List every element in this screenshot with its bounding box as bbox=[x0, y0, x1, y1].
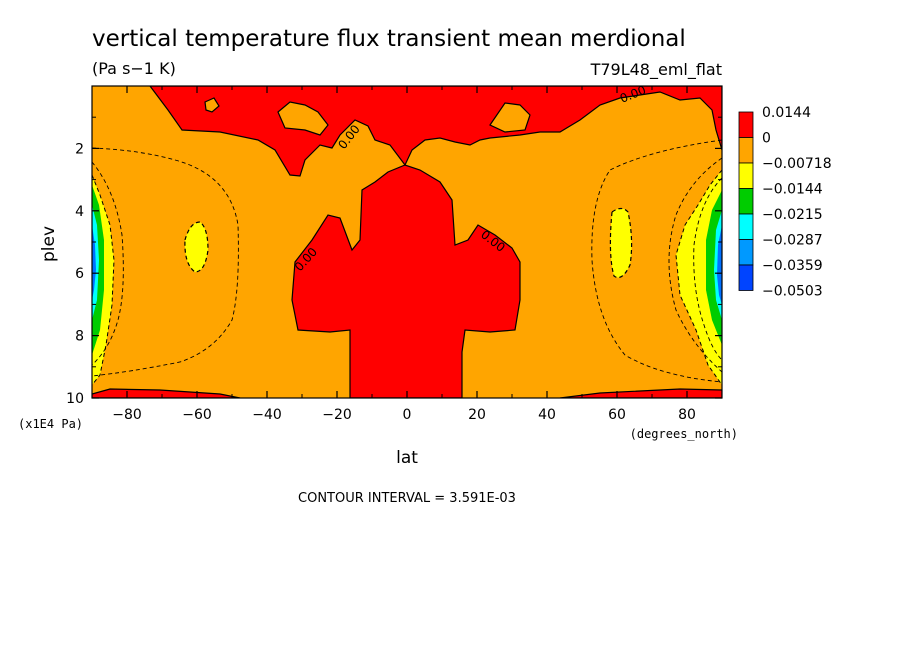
colorbar: 0.0144 0 −0.00718 −0.0144 −0.0215 −0.0287 −0.0… bbox=[738, 105, 832, 300]
x-axis-units: (degrees_north) bbox=[630, 427, 738, 441]
x-tick-label: 40 bbox=[538, 407, 556, 423]
colorbar-swatch bbox=[738, 264, 754, 291]
field-positive-bottom-right bbox=[559, 388, 722, 398]
dashed-contours bbox=[92, 139, 722, 383]
contour-field bbox=[92, 86, 722, 398]
colorbar-level-label: −0.0215 bbox=[762, 207, 823, 223]
y-tick-label: 6 bbox=[75, 266, 84, 282]
y-tick-label: 4 bbox=[75, 204, 84, 220]
y-axis-units: (x1E4 Pa) bbox=[18, 417, 83, 431]
chart-title: vertical temperature flux transient mean… bbox=[92, 26, 686, 52]
x-axis-label: lat bbox=[396, 448, 418, 468]
x-tick-label: 60 bbox=[608, 407, 626, 423]
colorbar-level-label: −0.0503 bbox=[762, 284, 823, 300]
run-label: T79L48_eml_flat bbox=[590, 60, 722, 80]
x-tick-label: 80 bbox=[678, 407, 696, 423]
field-hole-2 bbox=[277, 101, 329, 136]
colorbar-swatch bbox=[738, 239, 754, 266]
dashed-contour-left-outer bbox=[92, 147, 239, 377]
field-right-yellow-blob bbox=[609, 207, 633, 279]
x-tick-label: −20 bbox=[322, 407, 352, 423]
field-hole-1 bbox=[204, 97, 220, 113]
colorbar-swatch bbox=[738, 111, 754, 138]
x-tick-label: −60 bbox=[182, 407, 212, 423]
x-tick-label: −80 bbox=[112, 407, 142, 423]
field-left-blue bbox=[92, 225, 96, 300]
units-label: (Pa s−1 K) bbox=[92, 59, 176, 78]
y-tick-label: 10 bbox=[66, 391, 84, 407]
colorbar-swatch bbox=[738, 162, 754, 189]
colorbar-swatch bbox=[738, 137, 754, 164]
dashed-contour-left-mid bbox=[92, 161, 124, 366]
dashed-contour-right-mid bbox=[668, 157, 722, 373]
dashed-contour-right-outer bbox=[591, 139, 722, 383]
dashed-contour-right-inner bbox=[693, 177, 722, 361]
x-tick-label: −40 bbox=[252, 407, 282, 423]
y-axis-label: plev bbox=[39, 226, 59, 262]
y-axis: 2 4 6 8 10 bbox=[66, 116, 722, 407]
colorbar-level-label: 0 bbox=[762, 131, 771, 147]
field-hole-3 bbox=[489, 102, 531, 133]
colorbar-level-label: −0.00718 bbox=[762, 156, 832, 172]
y-tick-label: 8 bbox=[75, 329, 84, 345]
x-axis: −80 −60 −40 −20 0 20 40 60 80 bbox=[91, 86, 723, 423]
colorbar-level-label: −0.0144 bbox=[762, 182, 823, 198]
x-tick-label: 20 bbox=[468, 407, 486, 423]
colorbar-level-label: −0.0359 bbox=[762, 258, 823, 274]
x-tick-label: 0 bbox=[403, 407, 412, 423]
colorbar-level-label: −0.0287 bbox=[762, 233, 823, 249]
contour-interval-label: CONTOUR INTERVAL = 3.591E-03 bbox=[298, 491, 516, 506]
colorbar-level-label: 0.0144 bbox=[762, 105, 811, 121]
colorbar-swatch bbox=[738, 213, 754, 240]
field-left-yellow-blob bbox=[184, 221, 209, 273]
field-positive-bottom bbox=[92, 388, 241, 398]
colorbar-swatch bbox=[738, 188, 754, 215]
field-right-blue bbox=[717, 225, 722, 305]
y-tick-label: 2 bbox=[75, 141, 84, 157]
field-positive-center bbox=[291, 164, 521, 398]
